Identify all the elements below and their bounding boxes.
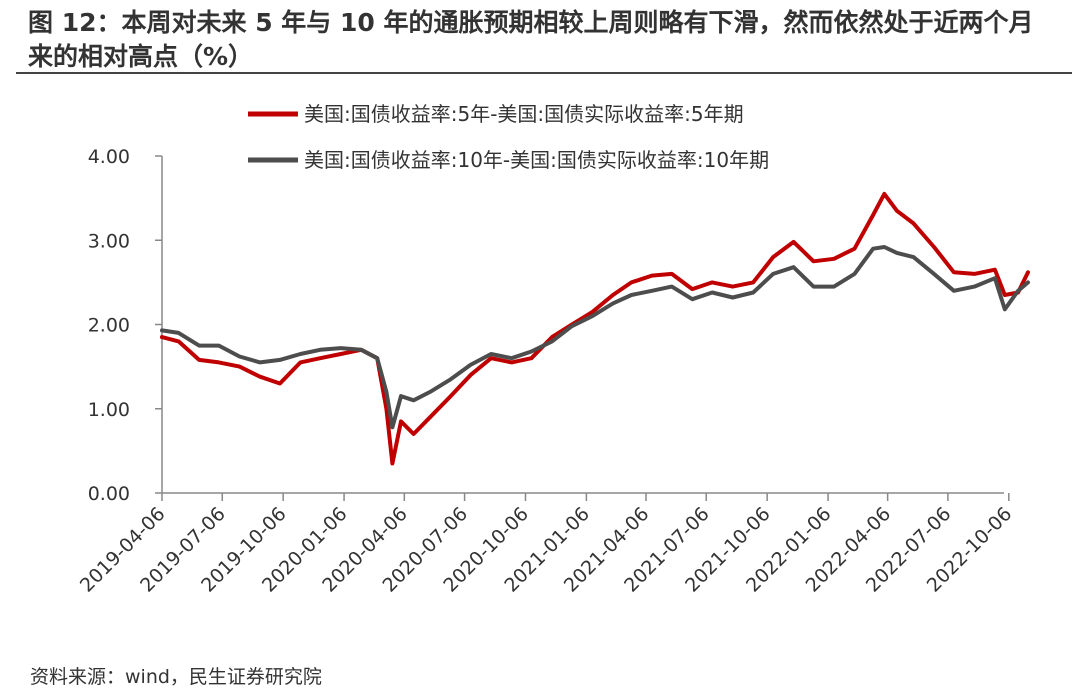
y-tick-label: 4.00: [88, 146, 130, 168]
chart-title: 图 12：本周对未来 5 年与 10 年的通胀预期相较上周则略有下滑，然而依然处…: [28, 8, 1034, 71]
title-divider: [16, 72, 1072, 74]
series-line-1: [160, 191, 1030, 466]
y-tick-label: 1.00: [88, 399, 130, 421]
series-line-2: [160, 245, 1030, 430]
legend: 美国:国债收益率:5年-美国:国债实际收益率:5年期 美国:国债收益率:10年-…: [248, 102, 769, 172]
legend-label-series-1: 美国:国债收益率:5年-美国:国债实际收益率:5年期: [304, 102, 744, 126]
y-tick-label: 3.00: [88, 230, 130, 252]
legend-label-series-2: 美国:国债收益率:10年-美国:国债实际收益率:10年期: [304, 148, 769, 172]
series-group: [160, 191, 1030, 466]
source-note: 资料来源：wind，民生证券研究院: [30, 666, 322, 688]
y-tick-label: 0.00: [88, 483, 130, 505]
y-tick-label: 2.00: [88, 315, 130, 337]
